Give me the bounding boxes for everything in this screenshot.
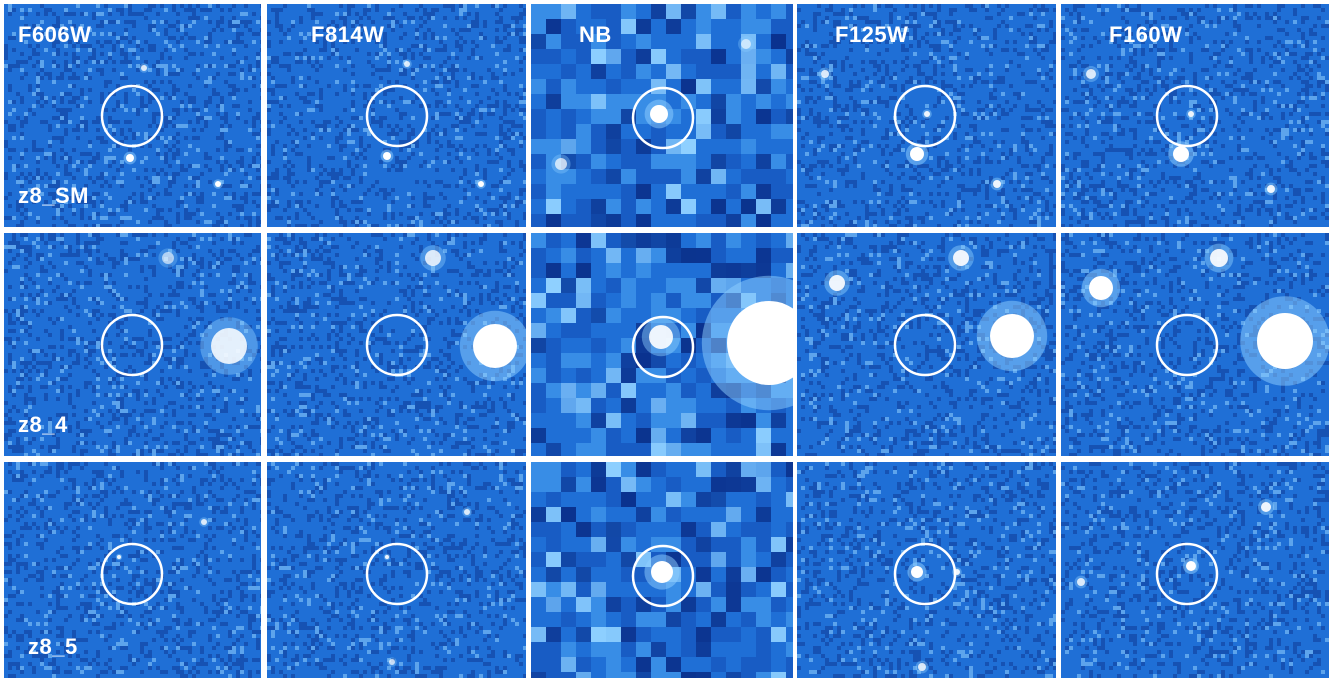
bright-source [1261,502,1271,512]
image-panel-z8_SM-F606W: F606W z8_SM [4,4,261,227]
image-panel-z8_4-F606W: z8_4 [4,233,261,456]
target-circle [893,542,957,606]
noise-texture [4,462,261,678]
bright-source [389,659,395,665]
bright-source [126,154,134,162]
bright-source [1173,146,1189,162]
bright-source [215,181,221,187]
sky-image [797,233,1056,456]
bright-source [918,663,926,671]
image-panel-z8_4-NB [531,233,793,456]
sky-image [4,4,261,227]
bright-source [478,181,484,187]
sky-image [267,462,526,678]
bright-source [821,70,829,78]
noise-texture [267,462,526,678]
target-circle [365,313,429,377]
sky-image [1061,233,1329,456]
target-circle [100,542,164,606]
sky-image [4,233,261,456]
bright-source [993,180,1001,188]
bright-source [650,105,668,123]
bright-source [727,301,793,385]
bright-source [141,65,147,71]
noise-texture [531,4,793,227]
noise-texture [4,4,261,227]
image-panel-z8_SM-F160W: F160W [1061,4,1329,227]
sky-image [1061,462,1329,678]
target-circle [893,84,957,148]
noise-texture [797,4,1056,227]
sky-image [797,4,1056,227]
image-panel-z8_SM-F814W: F814W [267,4,526,227]
bright-source [1188,111,1194,117]
bright-source [829,275,845,291]
target-circle [100,313,164,377]
bright-source [1186,561,1196,571]
sky-image [531,233,793,456]
image-panel-z8_5-F814W [267,462,526,678]
target-circle [893,313,957,377]
bright-source [1077,578,1085,586]
bright-source [741,39,751,49]
target-circle [365,84,429,148]
target-circle [631,544,695,608]
target-circle [631,315,695,379]
noise-texture [267,4,526,227]
noise-texture [1061,462,1329,678]
bright-source [924,111,930,117]
bright-source [117,555,121,559]
sky-image [267,4,526,227]
image-panel-z8_5-NB [531,462,793,678]
bright-source [473,324,517,368]
bright-source [1210,249,1228,267]
image-panel-z8_SM-F125W: F125W [797,4,1056,227]
image-panel-z8_SM-NB: NB [531,4,793,227]
sky-image [1061,4,1329,227]
sky-image [267,233,526,456]
target-circle [1155,313,1219,377]
bright-source [555,158,567,170]
bright-source [911,566,923,578]
noise-texture [267,233,526,456]
target-circle [1155,542,1219,606]
bright-source [464,509,470,515]
bright-source [1089,276,1113,300]
bright-source [1267,185,1275,193]
image-panel-z8_5-F606W: z8_5 [4,462,261,678]
bright-source [1257,313,1313,369]
bright-source [162,252,174,264]
bright-source [211,328,247,364]
bright-source [649,325,673,349]
sky-image [531,462,793,678]
noise-texture [797,462,1056,678]
bright-source [404,61,410,67]
noise-texture [4,233,261,456]
image-panel-z8_4-F160W [1061,233,1329,456]
bright-source [383,152,391,160]
target-circle [365,542,429,606]
bright-source [953,250,969,266]
bright-source [425,250,441,266]
target-circle [100,84,164,148]
image-panel-z8_5-F160W [1061,462,1329,678]
noise-texture [531,462,793,678]
bright-source [385,555,389,559]
sky-image [4,462,261,678]
bright-source [201,519,207,525]
sky-image [797,462,1056,678]
image-panel-z8_4-F814W [267,233,526,456]
target-circle [631,86,695,150]
target-circle [1155,84,1219,148]
bright-source [651,561,673,583]
image-panel-z8_4-F125W [797,233,1056,456]
sky-image [531,4,793,227]
bright-source [1086,69,1096,79]
bright-source [910,147,924,161]
bright-source [990,314,1034,358]
noise-texture [797,233,1056,456]
image-panel-z8_5-F125W [797,462,1056,678]
